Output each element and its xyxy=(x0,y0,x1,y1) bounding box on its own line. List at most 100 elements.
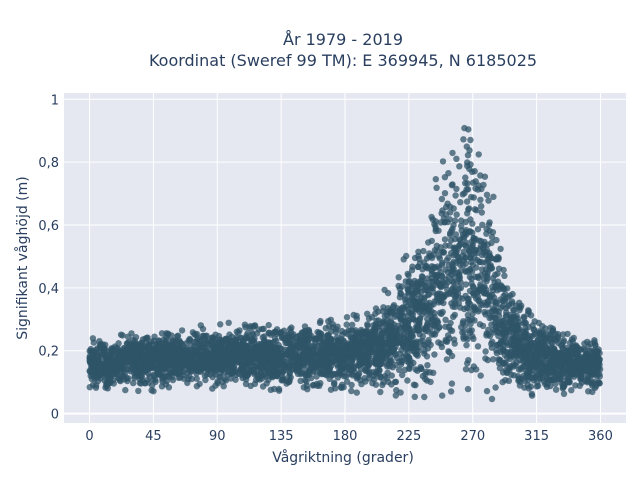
data-point xyxy=(457,284,465,292)
data-point xyxy=(490,356,497,363)
data-point xyxy=(465,299,472,307)
data-point xyxy=(486,219,493,226)
data-point xyxy=(457,199,464,206)
data-point xyxy=(474,226,482,233)
data-point xyxy=(439,259,446,267)
data-point xyxy=(520,328,527,335)
data-point xyxy=(214,354,221,361)
data-point xyxy=(441,218,448,226)
data-point xyxy=(320,353,327,360)
data-point xyxy=(428,263,436,270)
data-point xyxy=(428,331,436,338)
data-point xyxy=(525,307,532,314)
data-point xyxy=(477,372,484,379)
data-point xyxy=(409,291,417,298)
data-point xyxy=(420,247,427,255)
data-point xyxy=(532,364,539,371)
data-point xyxy=(400,343,407,351)
data-point xyxy=(584,378,592,385)
data-point xyxy=(423,262,430,270)
data-point xyxy=(466,265,474,273)
data-point xyxy=(468,366,475,374)
data-point xyxy=(468,238,476,245)
data-point xyxy=(97,361,105,368)
data-point xyxy=(460,234,468,241)
data-point xyxy=(406,364,413,371)
data-point xyxy=(249,331,257,338)
x-tick-label: 270 xyxy=(460,429,485,444)
data-point xyxy=(340,373,348,380)
data-point xyxy=(583,366,590,373)
data-point xyxy=(503,369,511,377)
data-point xyxy=(191,348,198,355)
data-point xyxy=(484,270,491,277)
data-point xyxy=(557,365,565,372)
data-point xyxy=(483,191,491,198)
data-point xyxy=(494,253,501,261)
data-point xyxy=(476,297,483,304)
data-point xyxy=(372,381,380,388)
data-point xyxy=(426,369,433,376)
data-point xyxy=(448,380,456,387)
data-point xyxy=(419,337,426,345)
data-point xyxy=(395,366,403,374)
data-point xyxy=(419,305,426,312)
data-point xyxy=(459,295,466,302)
data-point xyxy=(543,348,551,355)
data-point xyxy=(238,340,246,347)
data-point xyxy=(494,287,501,294)
data-point xyxy=(331,379,338,386)
data-point xyxy=(410,381,418,388)
data-point xyxy=(353,331,360,338)
data-point xyxy=(546,361,554,368)
data-point xyxy=(348,387,355,395)
data-point xyxy=(202,332,209,340)
data-point xyxy=(462,253,469,261)
data-point xyxy=(532,348,540,355)
data-point xyxy=(120,372,127,380)
data-point xyxy=(192,358,199,365)
data-point xyxy=(446,216,453,223)
data-point xyxy=(150,388,157,395)
data-point xyxy=(449,149,456,157)
data-point xyxy=(464,152,472,159)
data-point xyxy=(490,298,497,305)
data-point xyxy=(371,327,378,334)
data-point xyxy=(128,330,135,337)
data-point xyxy=(195,341,202,348)
data-point xyxy=(150,371,157,378)
data-point xyxy=(287,328,295,336)
data-point xyxy=(235,329,242,336)
data-point xyxy=(202,339,209,346)
data-point xyxy=(557,349,565,357)
data-point xyxy=(353,389,360,396)
data-point xyxy=(387,317,394,324)
data-point xyxy=(458,222,465,230)
data-point xyxy=(513,302,520,309)
data-point xyxy=(521,335,529,342)
data-point xyxy=(260,366,268,373)
data-point xyxy=(378,351,385,358)
y-tick-label: 0,6 xyxy=(38,219,59,234)
data-point xyxy=(589,366,597,374)
data-point xyxy=(451,274,458,281)
data-point xyxy=(499,302,506,310)
data-point xyxy=(439,308,446,316)
data-point xyxy=(158,330,166,337)
data-point xyxy=(515,337,523,344)
data-point xyxy=(107,374,114,382)
data-point xyxy=(272,328,279,335)
data-point xyxy=(470,292,477,299)
data-point xyxy=(242,380,250,388)
data-point xyxy=(570,334,577,342)
data-point xyxy=(549,325,556,332)
x-tick-label: 180 xyxy=(333,429,358,444)
data-point xyxy=(550,345,558,352)
data-point xyxy=(136,372,143,379)
data-point xyxy=(389,342,396,349)
data-point xyxy=(463,198,471,205)
data-point xyxy=(299,353,307,361)
data-point xyxy=(561,361,568,368)
data-point xyxy=(587,340,594,347)
data-point xyxy=(520,313,527,321)
